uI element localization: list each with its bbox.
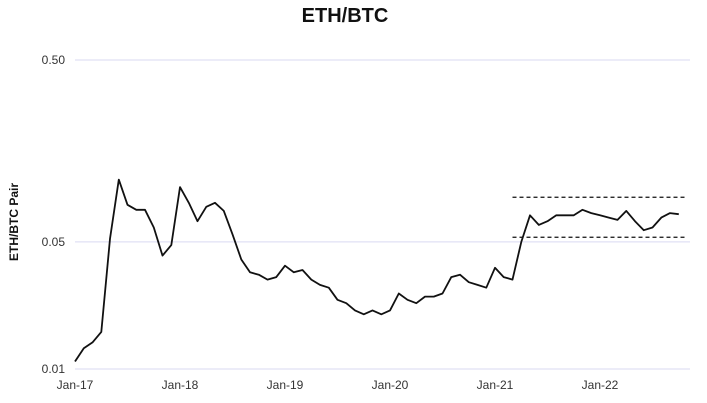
x-tick-label: Jan-19 xyxy=(267,378,304,392)
gridlines xyxy=(75,59,690,370)
y-tick-labels: 0.50 0.05 0.01 xyxy=(42,53,66,376)
y-tick-label: 0.50 xyxy=(42,53,66,67)
x-tick-labels: Jan-17 Jan-18 Jan-19 Jan-20 Jan-21 Jan-22 xyxy=(57,378,619,392)
x-tick-label: Jan-20 xyxy=(372,378,409,392)
range-band-lines xyxy=(512,196,688,238)
chart-title: ETH/BTC xyxy=(302,5,389,27)
y-tick-label: 0.05 xyxy=(42,235,66,249)
x-tick-label: Jan-18 xyxy=(162,378,199,392)
x-tick-label: Jan-22 xyxy=(582,378,619,392)
x-tick-label: Jan-17 xyxy=(57,378,94,392)
y-axis-label: ETH/BTC Pair xyxy=(7,183,21,261)
eth-btc-series-line xyxy=(74,178,679,362)
y-tick-label: 0.01 xyxy=(42,362,66,376)
x-tick-label: Jan-21 xyxy=(477,378,514,392)
